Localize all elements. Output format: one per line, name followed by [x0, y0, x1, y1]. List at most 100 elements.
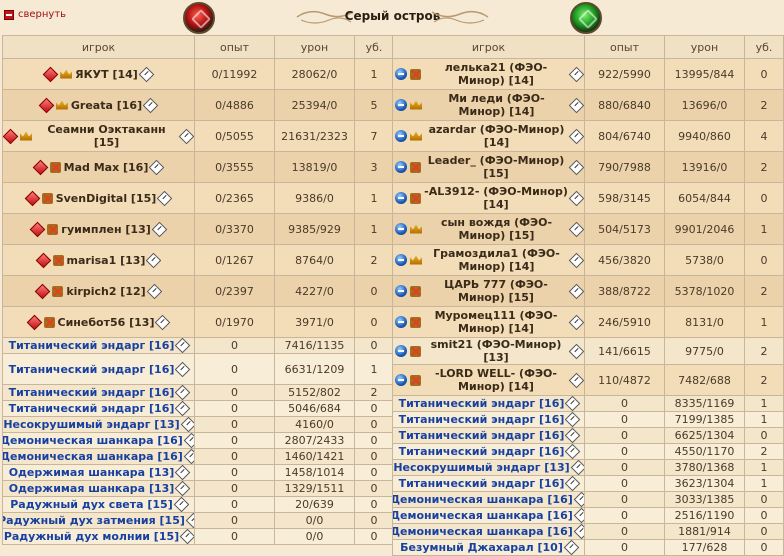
- info-icon[interactable]: [565, 428, 581, 443]
- info-icon[interactable]: [155, 314, 171, 330]
- player-entry[interactable]: Ми леди (ФЭО-Минор) [14]: [394, 92, 584, 118]
- player-entry[interactable]: Титанический эндарг [16]: [394, 396, 584, 411]
- info-icon[interactable]: [157, 190, 173, 206]
- player-entry[interactable]: ЦАРЬ 777 (ФЭО-Минор) [15]: [394, 278, 584, 304]
- info-icon[interactable]: [568, 66, 584, 82]
- player-name[interactable]: гуимплен [13]: [61, 222, 151, 236]
- player-name[interactable]: -LORD WELL- (ФЭО-Минор) [14]: [435, 367, 557, 393]
- info-icon[interactable]: [568, 372, 584, 388]
- info-icon[interactable]: [573, 492, 584, 507]
- player-entry[interactable]: -LORD WELL- (ФЭО-Минор) [14]: [394, 367, 584, 393]
- col-exp[interactable]: опыт: [584, 35, 665, 59]
- info-icon[interactable]: [565, 412, 581, 427]
- info-icon[interactable]: [565, 396, 581, 411]
- player-name[interactable]: -AL3912- (ФЭО-Минор) [14]: [424, 185, 568, 211]
- player-entry[interactable]: kirpich2 [12]: [4, 283, 194, 299]
- player-entry[interactable]: Титанический эндарг [16]: [4, 401, 194, 416]
- info-icon[interactable]: [568, 343, 584, 359]
- player-entry[interactable]: Титанический эндарг [16]: [394, 428, 584, 443]
- player-name[interactable]: Сеамни Оэктаканн [15]: [47, 123, 166, 149]
- player-entry[interactable]: Демоническая шанкара [16]: [394, 524, 584, 539]
- col-damage[interactable]: урон: [274, 35, 355, 59]
- player-entry[interactable]: Титанический эндарг [16]: [4, 338, 194, 353]
- player-entry[interactable]: Mad Max [16]: [4, 159, 194, 175]
- info-icon[interactable]: [151, 221, 168, 237]
- player-name[interactable]: сын вождя (ФЭО-Минор) [15]: [440, 216, 553, 242]
- player-entry[interactable]: Грамоздила1 (ФЭО-Минор) [14]: [394, 247, 584, 273]
- info-icon[interactable]: [568, 221, 584, 237]
- info-icon[interactable]: [175, 361, 191, 377]
- info-icon[interactable]: [179, 529, 194, 544]
- col-exp[interactable]: опыт: [194, 35, 275, 59]
- player-entry[interactable]: SvenDigital [15]: [4, 190, 194, 206]
- info-icon[interactable]: [563, 540, 580, 555]
- player-name[interactable]: Greata [16]: [70, 98, 143, 112]
- player-name[interactable]: Синебот56 [13]: [57, 315, 155, 329]
- info-icon[interactable]: [185, 513, 194, 528]
- info-icon[interactable]: [149, 159, 165, 175]
- player-name[interactable]: Mad Max [16]: [63, 160, 149, 174]
- info-icon[interactable]: [565, 476, 581, 491]
- player-entry[interactable]: Одержимая шанкара [13]: [4, 465, 194, 480]
- player-entry[interactable]: Титанический эндарг [16]: [394, 476, 584, 491]
- player-name[interactable]: лелька21 (ФЭО-Минор) [14]: [444, 61, 548, 87]
- player-entry[interactable]: marisa1 [13]: [4, 252, 194, 268]
- player-entry[interactable]: Синебот56 [13]: [4, 314, 194, 330]
- player-entry[interactable]: -AL3912- (ФЭО-Минор) [14]: [394, 185, 584, 211]
- player-entry[interactable]: Радужный дух света [15]: [4, 497, 194, 512]
- player-entry[interactable]: Демоническая шанкара [16]: [4, 433, 194, 448]
- player-entry[interactable]: Титанический эндарг [16]: [4, 385, 194, 400]
- info-icon[interactable]: [175, 385, 191, 400]
- info-icon[interactable]: [175, 338, 191, 353]
- player-entry[interactable]: Одержимая шанкара [13]: [4, 481, 194, 496]
- info-icon[interactable]: [146, 252, 162, 268]
- info-icon[interactable]: [178, 128, 194, 144]
- player-name[interactable]: ЯКУТ [14]: [75, 67, 138, 81]
- info-icon[interactable]: [573, 508, 584, 523]
- info-icon[interactable]: [175, 465, 191, 480]
- col-damage[interactable]: урон: [664, 35, 745, 59]
- col-kills[interactable]: уб.: [744, 35, 784, 59]
- player-entry[interactable]: Демоническая шанкара [16]: [394, 508, 584, 523]
- player-name[interactable]: marisa1 [13]: [66, 253, 146, 267]
- info-icon[interactable]: [142, 97, 159, 113]
- player-entry[interactable]: Сеамни Оэктаканн [15]: [3, 123, 194, 149]
- player-entry[interactable]: ЯКУТ [14]: [4, 66, 194, 82]
- info-icon[interactable]: [570, 460, 584, 475]
- player-entry[interactable]: Титанический эндарг [16]: [394, 412, 584, 427]
- player-entry[interactable]: azardar (ФЭО-Минор) [14]: [394, 123, 584, 149]
- player-entry[interactable]: Безумный Джахарал [10]: [394, 540, 584, 555]
- player-entry[interactable]: лелька21 (ФЭО-Минор) [14]: [394, 61, 584, 87]
- player-name[interactable]: Ми леди (ФЭО-Минор) [14]: [448, 92, 545, 118]
- player-name[interactable]: smit21 (ФЭО-Минор) [13]: [430, 338, 562, 364]
- info-icon[interactable]: [568, 190, 584, 206]
- player-name[interactable]: Leader_ (ФЭО-Минор) [15]: [427, 154, 565, 180]
- info-icon[interactable]: [183, 449, 194, 464]
- player-entry[interactable]: smit21 (ФЭО-Минор) [13]: [394, 338, 584, 364]
- player-entry[interactable]: Титанический эндарг [16]: [394, 444, 584, 459]
- player-entry[interactable]: гуимплен [13]: [4, 221, 194, 237]
- col-player[interactable]: игрок: [392, 35, 585, 59]
- info-icon[interactable]: [573, 524, 584, 539]
- info-icon[interactable]: [138, 66, 155, 82]
- player-entry[interactable]: Демоническая шанкара [16]: [394, 492, 584, 507]
- info-icon[interactable]: [175, 401, 191, 416]
- info-icon[interactable]: [568, 128, 584, 144]
- player-entry[interactable]: Титанический эндарг [16]: [4, 361, 194, 377]
- player-entry[interactable]: Радужный дух молнии [15]: [4, 529, 194, 544]
- info-icon[interactable]: [180, 417, 194, 432]
- info-icon[interactable]: [146, 283, 162, 299]
- info-icon[interactable]: [568, 283, 584, 299]
- info-icon[interactable]: [565, 444, 581, 459]
- info-icon[interactable]: [568, 252, 584, 268]
- player-entry[interactable]: Радужный дух затмения [15]: [4, 513, 194, 528]
- player-entry[interactable]: Несокрушимый эндарг [13]: [394, 460, 584, 475]
- player-entry[interactable]: Leader_ (ФЭО-Минор) [15]: [394, 154, 584, 180]
- player-name[interactable]: Грамоздила1 (ФЭО-Минор) [14]: [433, 247, 560, 273]
- player-entry[interactable]: Greata [16]: [4, 97, 194, 113]
- player-entry[interactable]: Демоническая шанкара [16]: [4, 449, 194, 464]
- player-entry[interactable]: Несокрушимый эндарг [13]: [4, 417, 194, 432]
- info-icon[interactable]: [568, 159, 584, 175]
- info-icon[interactable]: [175, 481, 191, 496]
- collapse-button[interactable]: свернуть: [4, 9, 66, 20]
